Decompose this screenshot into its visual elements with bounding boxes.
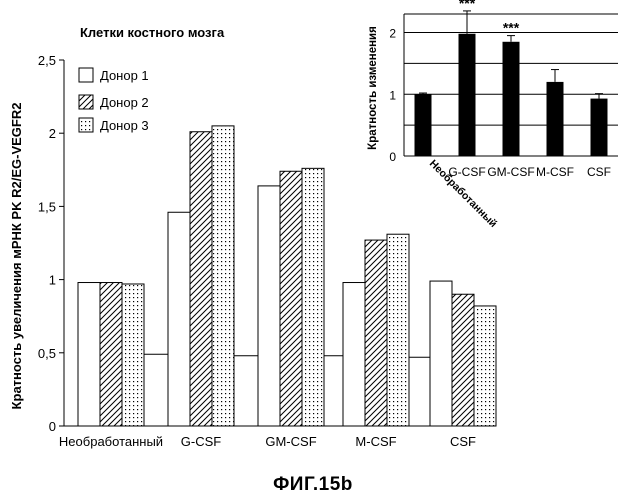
main-x-tick-label: GM-CSF bbox=[265, 434, 316, 449]
main-x-tick-label: G-CSF bbox=[181, 434, 222, 449]
main-bar-донор-3 bbox=[474, 306, 496, 426]
main-y-tick-label: 1 bbox=[49, 273, 56, 288]
main-bar-донор-1 bbox=[258, 186, 280, 426]
legend-label-donor-3: Донор 3 bbox=[100, 118, 149, 133]
inset-bar bbox=[547, 82, 564, 156]
main-bar-донор-2 bbox=[280, 171, 302, 426]
main-bar-донор-1 bbox=[168, 212, 190, 426]
inset-significance-label: *** bbox=[503, 20, 520, 36]
inset-bar bbox=[503, 42, 520, 156]
inset-y-axis-label: Кратность изменения bbox=[367, 26, 379, 150]
main-x-tick-label: CSF bbox=[450, 434, 476, 449]
inset-x-tick-label: GM-CSF bbox=[487, 165, 534, 179]
inset-y-tick-label: 0 bbox=[389, 150, 396, 164]
inset-bar bbox=[415, 94, 432, 156]
inset-x-tick-label: G-CSF bbox=[448, 165, 485, 179]
inset-y-tick-label: 1 bbox=[389, 88, 396, 102]
main-bar-донор-3 bbox=[302, 168, 324, 426]
legend-label-donor-1: Донор 1 bbox=[100, 68, 149, 83]
main-x-tick-label: M-CSF bbox=[355, 434, 396, 449]
main-y-tick-label: 0 bbox=[49, 419, 56, 434]
figure-caption: ФИГ.15b bbox=[0, 474, 626, 496]
main-bar-донор-2 bbox=[452, 294, 474, 426]
main-y-ticks: 0 0,5 1 1,5 2 2,5 bbox=[38, 53, 64, 434]
main-y-tick-label: 1,5 bbox=[38, 199, 56, 214]
main-bar-донор-3 bbox=[212, 126, 234, 426]
inset-x-tick-label: CSF bbox=[587, 165, 611, 179]
inset-bar bbox=[459, 34, 476, 156]
inset-chart: Кратность изменения 012 ****** Необработ… bbox=[360, 0, 618, 230]
inset-significance-label: *** bbox=[459, 0, 476, 11]
main-bar-донор-3 bbox=[387, 234, 409, 426]
main-y-axis-label: Кратность увеличения мРНК PK R2/EG-VEGFR… bbox=[9, 103, 24, 410]
inset-y-tick-label: 2 bbox=[389, 27, 396, 41]
inset-x-tick-label: M-CSF bbox=[536, 165, 574, 179]
main-x-tick-labels: Необработанный G-CSF GM-CSF M-CSF CSF bbox=[59, 434, 476, 449]
inset-bar bbox=[591, 99, 608, 156]
legend-label-donor-2: Донор 2 bbox=[100, 95, 149, 110]
main-bar-донор-2 bbox=[100, 283, 122, 426]
main-y-tick-label: 0,5 bbox=[38, 346, 56, 361]
main-bar-донор-2 bbox=[365, 240, 387, 426]
legend-swatch-donor-3 bbox=[79, 118, 93, 132]
main-bar-донор-2 bbox=[190, 132, 212, 426]
main-y-tick-label: 2 bbox=[49, 126, 56, 141]
main-bar-донор-1 bbox=[78, 283, 100, 426]
main-bar-донор-1 bbox=[343, 283, 365, 426]
main-x-tick-label: Необработанный bbox=[59, 434, 163, 449]
main-legend: Донор 1 Донор 2 Донор 3 bbox=[79, 68, 149, 133]
legend-swatch-donor-1 bbox=[79, 68, 93, 82]
inset-background bbox=[360, 8, 618, 223]
legend-swatch-donor-2 bbox=[79, 95, 93, 109]
main-bar-донор-1 bbox=[430, 281, 452, 426]
main-y-tick-label: 2,5 bbox=[38, 53, 56, 68]
main-bar-донор-3 bbox=[122, 284, 144, 426]
main-chart-title: Клетки костного мозга bbox=[80, 25, 225, 40]
